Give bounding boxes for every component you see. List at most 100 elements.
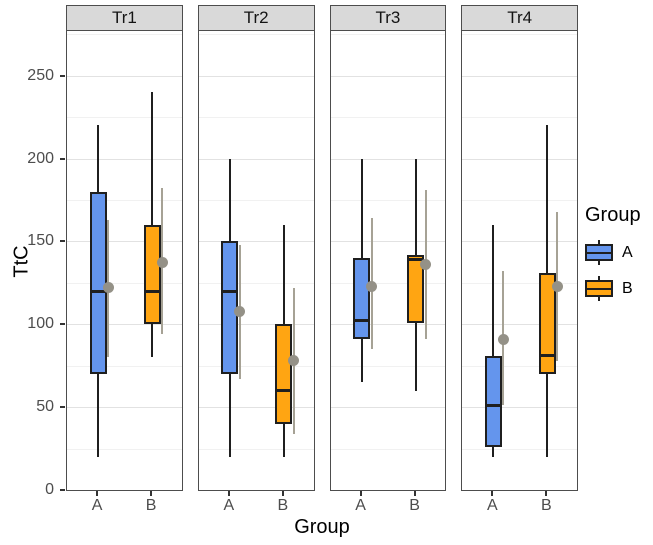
minor-gridline xyxy=(67,448,182,450)
glyph-box xyxy=(585,280,613,297)
x-axis-title: Group xyxy=(294,516,350,538)
legend-key-group-a: A xyxy=(585,240,641,265)
minor-gridline xyxy=(198,365,314,367)
major-gridline xyxy=(67,407,182,409)
y-tick-label: 200 xyxy=(27,149,54,167)
facet-panel-tr2 xyxy=(197,31,315,491)
boxplot-box-Tr3-A xyxy=(353,258,371,340)
minor-gridline xyxy=(198,34,314,36)
boxplot-median-Tr2-B xyxy=(275,389,293,393)
minor-gridline xyxy=(462,365,577,367)
boxplot-median-Tr3-B xyxy=(407,258,425,262)
minor-gridline xyxy=(462,34,577,36)
major-gridline xyxy=(198,324,314,326)
minor-gridline xyxy=(330,365,446,367)
minor-gridline xyxy=(67,365,182,367)
y-tick-mark xyxy=(60,157,65,160)
major-gridline xyxy=(198,75,314,77)
x-tick-label: A xyxy=(355,497,366,514)
facet-panel-tr4 xyxy=(461,31,578,491)
x-tick-mark xyxy=(491,491,494,496)
facet-tr2: Tr2 A B xyxy=(197,5,315,517)
major-gridline xyxy=(330,158,446,160)
major-gridline xyxy=(67,241,182,243)
minor-gridline xyxy=(462,282,577,284)
y-tick-label: 100 xyxy=(27,315,54,333)
boxplot-whisker-Tr4-A xyxy=(492,224,495,457)
mean-point-Tr2-A xyxy=(234,305,246,317)
mean-point-Tr3-B xyxy=(420,259,432,271)
x-tick-label: A xyxy=(486,497,498,514)
boxplot-median-Tr2-A xyxy=(221,289,239,293)
major-gridline xyxy=(67,158,182,160)
minor-gridline xyxy=(198,200,314,202)
minor-gridline xyxy=(330,34,446,36)
major-gridline xyxy=(462,241,577,243)
major-gridline xyxy=(462,158,577,160)
mean-point-Tr1-A xyxy=(102,282,114,294)
legend-key-group-b: B xyxy=(585,276,641,301)
y-tick-label: 50 xyxy=(36,398,54,416)
x-tick-label: A xyxy=(223,497,235,514)
y-axis: 0 50 100 150 200 250 xyxy=(0,31,66,498)
boxplot-glyph-icon xyxy=(585,276,613,301)
boxplot-glyph-icon xyxy=(585,240,613,265)
y-tick-label: 150 xyxy=(27,232,54,250)
y-tick-label: 250 xyxy=(27,66,54,84)
boxplot-median-Tr1-A xyxy=(89,289,107,293)
x-tick-mark xyxy=(96,491,99,496)
boxplot-box-Tr4-B xyxy=(538,272,556,374)
boxplot-box-Tr4-A xyxy=(484,355,502,447)
facet-tr4: Tr4 A B xyxy=(461,5,578,517)
facet-tr3: Tr3 A B xyxy=(329,5,447,517)
y-tick-mark xyxy=(60,489,65,491)
major-gridline xyxy=(330,75,446,77)
boxplot-median-Tr4-B xyxy=(538,354,556,358)
x-tick-mark xyxy=(281,491,284,496)
mean-point-Tr2-B xyxy=(288,355,300,367)
major-gridline xyxy=(198,407,314,409)
major-gridline xyxy=(67,75,182,77)
major-gridline xyxy=(330,241,446,243)
x-tick-mark xyxy=(227,491,230,496)
minor-gridline xyxy=(462,117,577,119)
minor-gridline xyxy=(330,448,446,450)
x-tick-mark xyxy=(359,491,362,496)
major-gridline xyxy=(198,158,314,160)
mean-point-Tr4-B xyxy=(551,280,563,292)
x-tick-label: A xyxy=(91,497,103,514)
x-tick-label: B xyxy=(541,497,552,514)
minor-gridline xyxy=(67,200,182,202)
legend: Group A B xyxy=(585,204,641,312)
facet-strip-tr4: Tr4 xyxy=(461,5,578,31)
y-tick-mark xyxy=(60,406,65,409)
minor-gridline xyxy=(462,448,577,450)
major-gridline xyxy=(330,407,446,409)
minor-gridline xyxy=(330,117,446,119)
boxplot-median-Tr4-A xyxy=(484,403,502,407)
minor-gridline xyxy=(198,282,314,284)
legend-title: Group xyxy=(585,204,641,226)
y-tick-mark xyxy=(60,74,65,77)
major-gridline xyxy=(330,324,446,326)
major-gridline xyxy=(198,241,314,243)
legend-label-a: A xyxy=(622,243,633,261)
major-gridline xyxy=(462,407,577,409)
boxplot-box-Tr1-B xyxy=(143,224,161,325)
major-gridline xyxy=(67,324,182,326)
facet-tr1: Tr1 A B xyxy=(66,5,183,517)
y-tick-label: 0 xyxy=(45,481,54,498)
x-tick-mark xyxy=(413,491,416,496)
minor-gridline xyxy=(330,200,446,202)
mean-point-Tr1-B xyxy=(156,257,168,269)
y-tick-mark xyxy=(60,240,65,243)
boxplot-median-Tr1-B xyxy=(143,289,161,293)
major-gridline xyxy=(462,324,577,326)
facet-strip-tr3: Tr3 xyxy=(329,5,447,31)
x-tick-label: B xyxy=(409,497,420,514)
mean-point-Tr3-A xyxy=(366,280,378,292)
boxplot-box-Tr2-B xyxy=(275,324,293,424)
